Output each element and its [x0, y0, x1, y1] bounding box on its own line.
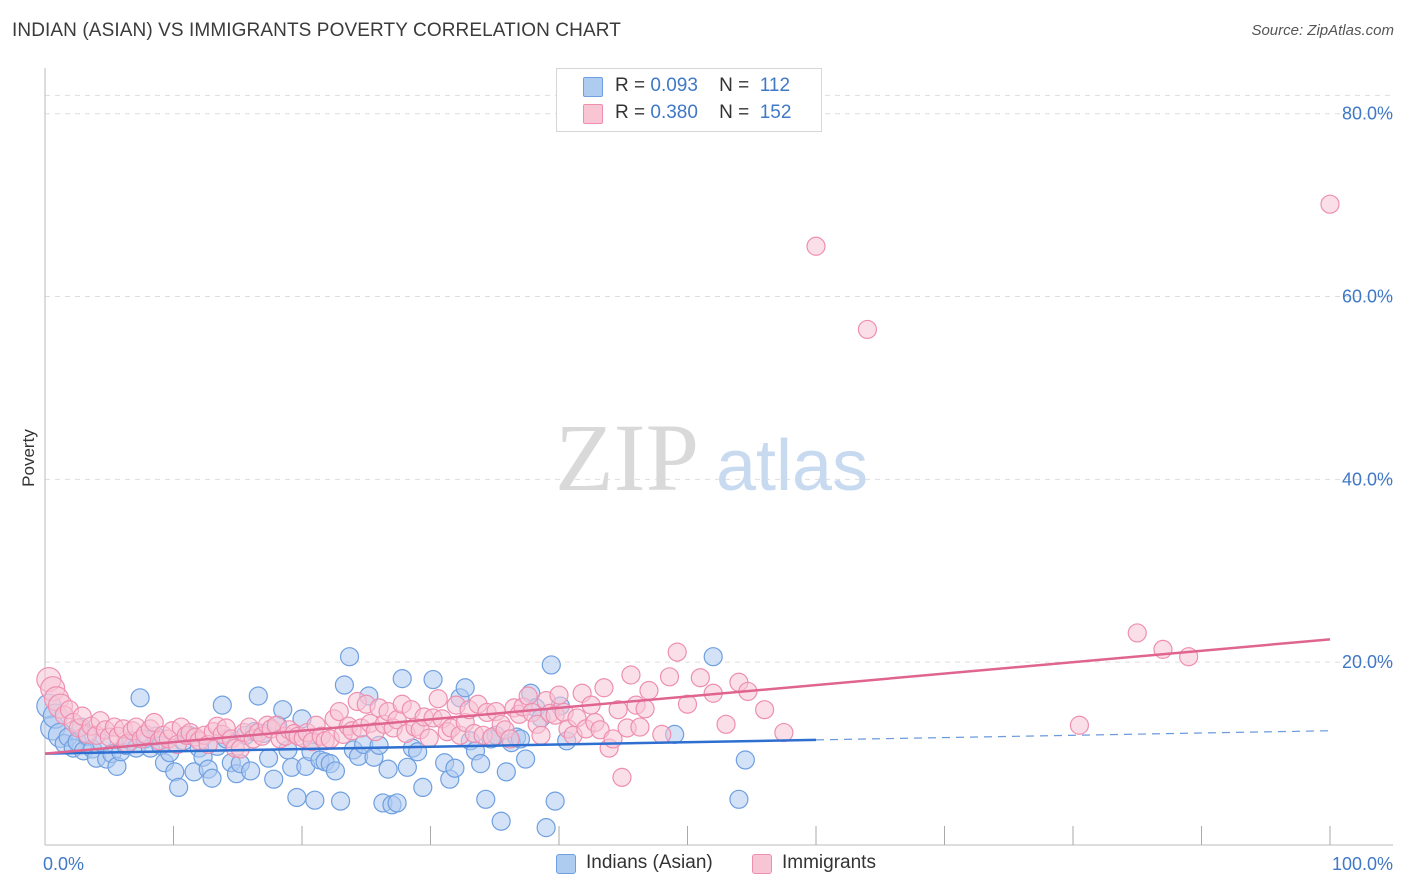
point-indians-asian: [703, 647, 723, 667]
legend-n-value: 152: [759, 102, 792, 123]
y-tick-label: 20.0%: [1342, 652, 1393, 672]
point-indians-asian: [325, 761, 346, 781]
trend-indians-asian-extrapolated: [815, 730, 1331, 741]
bottom-legend-swatch-pink: [752, 854, 772, 874]
legend-n-label: N =: [719, 102, 750, 123]
y-axis-title: Poverty: [19, 429, 38, 487]
grid-lines: [45, 94, 1393, 663]
point-immigrants: [639, 680, 659, 701]
point-indians-asian: [130, 688, 150, 708]
point-indians-asian: [392, 669, 412, 689]
watermark: ZIP atlas: [555, 404, 868, 511]
point-immigrants: [518, 686, 538, 706]
legend-text-indians: R = 0.093 N = 112: [615, 75, 790, 97]
watermark-zip: ZIP: [555, 404, 699, 511]
point-immigrants: [329, 701, 349, 722]
point-immigrants: [630, 717, 650, 737]
point-indians-asian: [729, 789, 749, 809]
watermark-atlas: atlas: [716, 426, 868, 506]
bottom-legend-swatch-blue: [556, 854, 576, 874]
point-indians-asian: [536, 818, 556, 838]
point-indians-asian: [305, 790, 325, 810]
point-immigrants: [774, 722, 794, 743]
point-immigrants: [754, 700, 775, 720]
point-indians-asian: [264, 769, 284, 789]
bottom-legend-label-immigrants: Immigrants: [782, 852, 876, 873]
point-immigrants: [608, 700, 628, 720]
point-indians-asian: [423, 669, 443, 690]
point-indians-asian: [387, 793, 407, 813]
trend-indians-asian: [44, 738, 817, 755]
point-immigrants: [612, 767, 632, 787]
legend-r-label: R =: [615, 75, 646, 96]
y-tick-label: 80.0%: [1342, 104, 1393, 124]
correlation-legend: R = 0.093 N = 112 R = 0.380 N = 152: [556, 68, 822, 132]
point-indians-asian: [541, 655, 561, 675]
point-immigrants: [428, 689, 448, 709]
point-immigrants: [659, 667, 680, 687]
point-immigrants: [806, 236, 826, 256]
point-immigrants: [1127, 623, 1147, 643]
point-immigrants: [690, 668, 710, 688]
point-indians-asian: [330, 791, 351, 811]
point-immigrants: [594, 678, 614, 698]
point-indians-asian: [169, 777, 189, 798]
legend-swatch-pink: [583, 104, 603, 124]
point-indians-asian: [241, 761, 261, 781]
point-immigrants: [716, 714, 736, 734]
point-immigrants: [500, 729, 520, 749]
y-tick-label: 60.0%: [1342, 287, 1393, 307]
bottom-legend-label-indians: Indians (Asian): [586, 852, 713, 873]
point-immigrants: [621, 665, 641, 685]
point-indians-asian: [471, 754, 491, 774]
point-indians-asian: [476, 789, 496, 809]
point-immigrants: [549, 685, 569, 705]
point-immigrants: [1069, 715, 1090, 735]
legend-n-value: 112: [759, 75, 791, 96]
x-tick-label-min: 0.0%: [43, 854, 84, 874]
point-indians-asian: [287, 787, 307, 808]
point-immigrants: [635, 699, 655, 719]
legend-r-label: R =: [615, 102, 646, 123]
point-indians-asian: [496, 762, 516, 782]
point-indians-asian: [397, 757, 417, 777]
legend-r-value: 0.380: [650, 102, 698, 123]
legend-n-label: N =: [719, 75, 750, 96]
point-indians-asian: [334, 675, 355, 695]
point-indians-asian: [212, 695, 232, 715]
point-indians-asian: [445, 758, 465, 778]
point-indians-asian: [378, 759, 398, 779]
point-indians-asian: [455, 678, 475, 698]
point-immigrants: [857, 319, 878, 340]
point-indians-asian: [258, 748, 279, 768]
legend-swatch-blue: [583, 77, 603, 97]
point-immigrants: [419, 728, 439, 748]
tick-labels: 20.0% 40.0% 60.0% 80.0% 0.0% 100.0%: [43, 104, 1393, 874]
point-indians-asian: [515, 749, 536, 769]
y-tick-label: 40.0%: [1342, 469, 1393, 489]
point-immigrants: [1320, 194, 1340, 214]
legend-text-immigrants: R = 0.380 N = 152: [615, 102, 791, 124]
point-immigrants: [667, 642, 687, 662]
point-indians-asian: [545, 791, 565, 811]
legend-r-value: 0.093: [650, 75, 698, 96]
point-indians-asian: [248, 686, 268, 706]
x-tick-label-max: 100.0%: [1332, 854, 1393, 874]
trend-lines: [44, 638, 1331, 755]
trend-immigrants: [44, 638, 1331, 755]
source-label: Source: ZipAtlas.com: [1251, 22, 1394, 39]
series-immigrants-points: [36, 194, 1340, 787]
point-immigrants: [652, 724, 672, 744]
point-indians-asian: [339, 647, 360, 667]
point-indians-asian: [413, 777, 433, 798]
point-indians-asian: [735, 750, 755, 770]
chart-title: INDIAN (ASIAN) VS IMMIGRANTS POVERTY COR…: [12, 20, 621, 41]
point-immigrants: [531, 725, 551, 745]
point-indians-asian: [491, 811, 511, 831]
point-indians-asian: [202, 768, 222, 788]
